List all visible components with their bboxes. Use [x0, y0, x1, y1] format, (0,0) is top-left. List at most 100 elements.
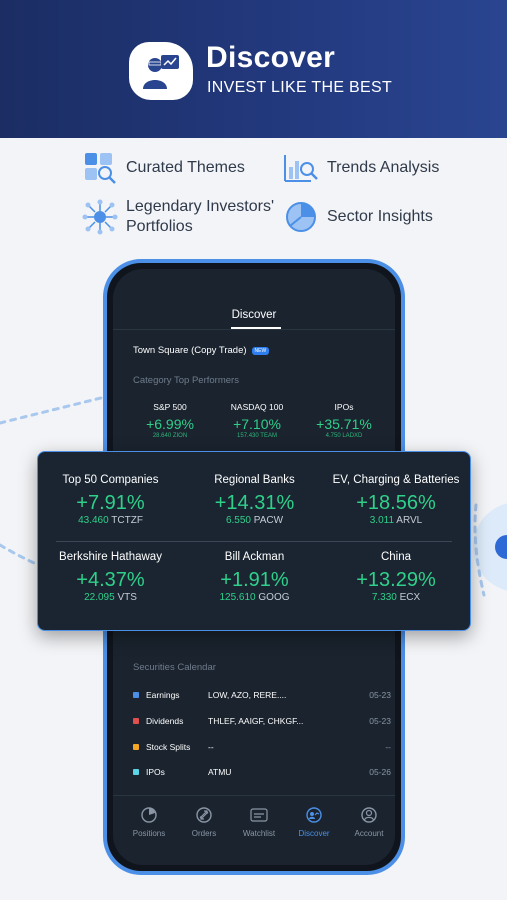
calendar-date: --	[385, 742, 391, 752]
performer-name: IPOs	[334, 402, 354, 412]
app-logo	[129, 42, 193, 100]
theme-ticker: 22.095 VTS	[84, 592, 137, 603]
calendar-symbols: --	[208, 742, 214, 752]
theme-name: Top 50 Companies	[62, 474, 159, 486]
tab-watchlist[interactable]: Watchlist	[231, 806, 287, 838]
feature-trends-analysis: Trends Analysis	[283, 150, 439, 186]
calendar-date: 05-26	[369, 767, 391, 777]
theme-name: EV, Charging & Batteries	[332, 474, 460, 486]
theme-ticker: 125.610 GOOG	[219, 592, 290, 603]
performer-name: NASDAQ 100	[230, 402, 284, 412]
category-heading: Category Top Performers	[133, 375, 239, 386]
performer-pct: +6.99%	[146, 416, 194, 432]
feature-sector-insights: Sector Insights	[283, 199, 433, 235]
performer-pct: +35.71%	[316, 416, 372, 432]
decorative-circle	[473, 503, 507, 597]
calendar-name: Earnings	[146, 690, 180, 700]
discover-icon	[305, 806, 323, 824]
theme-name: China	[380, 551, 412, 563]
feature-label: Trends Analysis	[327, 159, 440, 176]
network-icon	[82, 199, 118, 235]
tab-positions[interactable]: Positions	[121, 806, 177, 838]
performer-ticker: 4.750 LADXD	[325, 433, 363, 439]
calendar-name: Stock Splits	[146, 742, 191, 752]
grid-search-icon	[82, 150, 118, 186]
account-icon	[360, 806, 378, 824]
calendar-name: IPOs	[146, 767, 165, 777]
tab-label: Orders	[191, 829, 217, 838]
theme-ticker: 3.011 ARVL	[369, 515, 423, 526]
theme-name: Regional Banks	[214, 474, 295, 486]
calendar-name: Dividends	[146, 716, 184, 726]
feature-label: Curated Themes	[126, 159, 245, 176]
investor-chart-icon	[143, 55, 179, 89]
theme-pct: +4.37%	[76, 569, 145, 591]
town-square-label: Town Square (Copy Trade)	[133, 345, 247, 356]
ipos-dot	[133, 769, 139, 775]
watchlist-icon	[250, 806, 268, 824]
divider	[56, 541, 452, 542]
calendar-row[interactable]: IPOs ATMU 05-26	[133, 765, 391, 779]
new-badge: NEW	[251, 346, 270, 355]
performer-ticker: 28.640 ZION	[152, 433, 188, 439]
screen-title: Discover	[231, 309, 277, 321]
feature-label: Sector Insights	[327, 208, 433, 225]
theme-ticker: 7.330 ECX	[371, 592, 421, 603]
theme-pct: +7.91%	[76, 492, 145, 514]
tab-label: Positions	[132, 829, 166, 838]
theme-cell[interactable]: Regional Banks +14.31% 6.550 PACW	[182, 474, 327, 526]
hero-banner: Discover INVEST LIKE THE BEST	[0, 0, 507, 138]
tab-orders[interactable]: Orders	[176, 806, 232, 838]
theme-pct: +18.56%	[356, 492, 436, 514]
tab-account[interactable]: Account	[341, 806, 395, 838]
town-square-link[interactable]: Town Square (Copy Trade) NEW	[133, 345, 270, 356]
dividends-dot	[133, 718, 139, 724]
theme-cell[interactable]: EV, Charging & Batteries +18.56% 3.011 A…	[321, 474, 471, 526]
theme-cell[interactable]: Top 50 Companies +7.91% 43.460 TCTZF	[38, 474, 183, 526]
bottom-tab-bar: Positions Orders Watchlist	[113, 795, 395, 865]
calendar-row[interactable]: Earnings LOW, AZO, RERE.... 05-23	[133, 688, 391, 702]
performer-ticker: 157.430 TEAM	[237, 433, 277, 439]
calendar-row[interactable]: Dividends THLEF, AAIGF, CHKGF... 05-23	[133, 714, 391, 728]
positions-icon	[140, 806, 158, 824]
tab-label: Discover	[298, 829, 330, 838]
theme-name: Berkshire Hathaway	[59, 551, 162, 563]
performer-name: S&P 500	[153, 402, 187, 412]
performer-card[interactable]: S&P 500 +6.99% 28.640 ZION	[125, 402, 215, 439]
feature-label: Legendary Investors' Portfolios	[126, 198, 275, 235]
calendar-symbols: LOW, AZO, RERE....	[208, 690, 287, 700]
decorative-dotted-line	[0, 395, 107, 425]
performer-card[interactable]: NASDAQ 100 +7.10% 157.430 TEAM	[212, 402, 302, 439]
theme-pct: +13.29%	[356, 569, 436, 591]
calendar-date: 05-23	[369, 716, 391, 726]
divider	[113, 329, 395, 330]
tab-discover[interactable]: Discover	[286, 806, 342, 838]
performer-card[interactable]: IPOs +35.71% 4.750 LADXD	[299, 402, 389, 439]
earnings-dot	[133, 692, 139, 698]
theme-name: Bill Ackman	[224, 551, 285, 563]
theme-pct: +14.31%	[214, 492, 295, 514]
hero-subtitle: INVEST LIKE THE BEST	[207, 79, 393, 96]
pie-chart-icon	[283, 199, 319, 235]
tab-underline	[231, 327, 281, 329]
splits-dot	[133, 744, 139, 750]
featured-themes-card: Top 50 Companies +7.91% 43.460 TCTZF Reg…	[37, 451, 471, 631]
theme-ticker: 6.550 PACW	[225, 515, 284, 526]
feature-legendary-investors: Legendary Investors' Portfolios	[82, 197, 276, 237]
calendar-row[interactable]: Stock Splits -- --	[133, 740, 391, 754]
theme-pct: +1.91%	[220, 569, 289, 591]
performer-pct: +7.10%	[233, 416, 281, 432]
orders-icon	[195, 806, 213, 824]
bar-chart-search-icon	[283, 150, 319, 186]
tab-label: Account	[354, 829, 384, 838]
theme-cell[interactable]: Bill Ackman +1.91% 125.610 GOOG	[182, 551, 327, 603]
theme-ticker: 43.460 TCTZF	[78, 515, 143, 526]
theme-cell[interactable]: China +13.29% 7.330 ECX	[321, 551, 471, 603]
calendar-symbols: THLEF, AAIGF, CHKGF...	[208, 716, 304, 726]
feature-curated-themes: Curated Themes	[82, 150, 245, 186]
calendar-heading: Securities Calendar	[133, 662, 216, 673]
hero-title: Discover	[206, 41, 336, 74]
theme-cell[interactable]: Berkshire Hathaway +4.37% 22.095 VTS	[38, 551, 183, 603]
calendar-date: 05-23	[369, 690, 391, 700]
tab-label: Watchlist	[242, 829, 276, 838]
